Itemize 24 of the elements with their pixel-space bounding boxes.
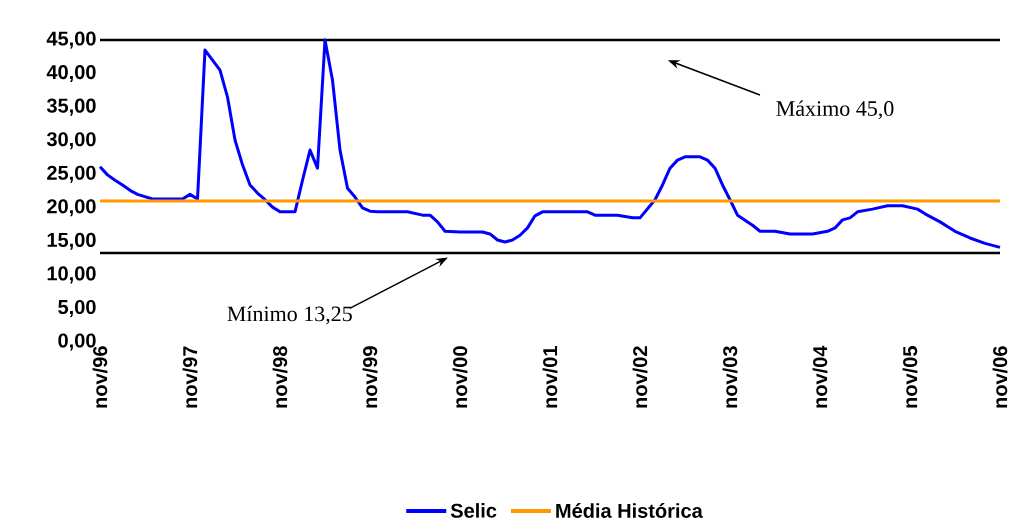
- y-tick-label: 30,00: [46, 132, 96, 150]
- x-tick-label: nov/05: [902, 346, 918, 408]
- x-tick-label: nov/98: [272, 346, 288, 408]
- y-tick-label: 35,00: [46, 98, 96, 116]
- y-tick-label: 40,00: [46, 65, 96, 83]
- y-tick-label: 15,00: [47, 232, 96, 250]
- y-tick-label: 10,00: [47, 266, 96, 284]
- legend-label: Selic: [450, 503, 497, 518]
- x-tick-label: nov/02: [632, 346, 648, 408]
- y-tick-label: 25,00: [47, 165, 96, 183]
- x-tick-label: nov/06: [992, 346, 1008, 408]
- line-series: [98, 38, 1002, 249]
- x-tick-label: nov/01: [542, 346, 558, 408]
- y-tick-label: 5,00: [58, 299, 96, 317]
- x-tick-label: nov/00: [452, 346, 468, 408]
- x-tick-label: nov/04: [812, 345, 828, 408]
- x-tick-label: nov/03: [722, 346, 738, 408]
- x-tick-label: nov/99: [362, 346, 378, 408]
- y-tick-label: 45,00: [46, 31, 96, 49]
- ref-line-label: Máximo 45,0: [776, 100, 894, 120]
- legend-label: Média Histórica: [556, 503, 703, 518]
- y-tick-label: 20,00: [47, 199, 96, 217]
- ref-line-label: Mínimo 13,25: [227, 305, 352, 325]
- x-tick-label: nov/97: [182, 346, 198, 408]
